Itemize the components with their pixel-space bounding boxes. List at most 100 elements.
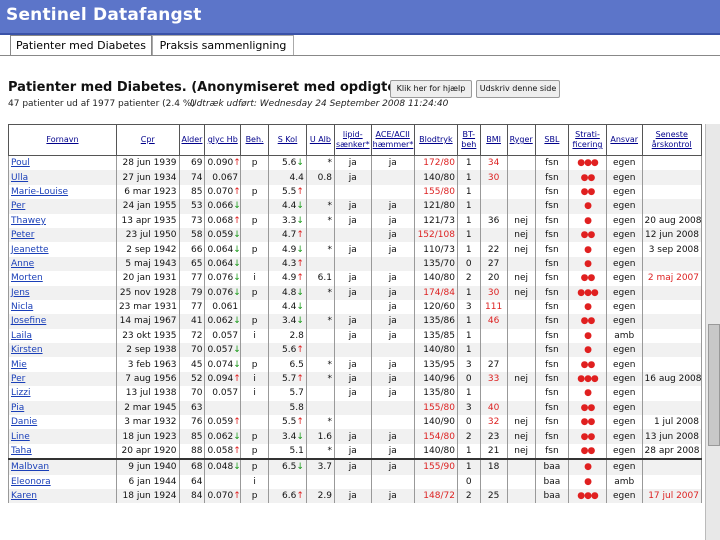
blood-pressure-cell: 155/90 (413, 458, 458, 475)
cpr-cell-text: 13 apr 1935 (121, 215, 177, 226)
column-header[interactable]: U Alb (305, 124, 335, 156)
patient-name-link[interactable]: Josefine (8, 314, 117, 329)
patient-name-link[interactable]: Per (8, 199, 117, 214)
table-row: Jens 25 nov 1928 79 0.076↓ p 4.8↓ * ja ja 174/84 1… (8, 285, 702, 300)
vertical-scrollbar[interactable] (705, 124, 720, 540)
cpr-cell: 23 mar 1931 (115, 299, 180, 315)
column-header[interactable]: Ansvar (605, 124, 643, 156)
responsibility-cell-text: egen (612, 230, 636, 241)
blood-pressure-cell: 110/73 (413, 242, 458, 257)
bt-beh-cell: 0 (456, 256, 481, 272)
help-button[interactable]: Klik her for hjælp (390, 80, 472, 98)
glyc-hb-cell-text: 0.064 (207, 258, 234, 269)
patient-name-link[interactable]: Pia (8, 400, 117, 416)
sbl-cell-text: baa (543, 462, 561, 473)
patient-name-link[interactable]: Mie (8, 357, 117, 372)
s-kol-cell-text: 4.4 (289, 172, 304, 183)
patient-name-link-text: Thawey (11, 215, 46, 226)
patient-name-link[interactable]: Lizzi (8, 386, 117, 401)
blood-pressure-cell: 155/80 (413, 400, 458, 416)
column-header[interactable]: SBL (534, 124, 570, 156)
s-kol-cell-text: 5.6 (282, 345, 297, 356)
cpr-cell: 2 sep 1938 (115, 343, 180, 358)
cpr-cell: 9 jun 1940 (115, 458, 180, 475)
table-row: Anne 5 maj 1943 65 0.064↓ 4.3↑ 135/70 0 27 fsn ● e… (8, 256, 702, 272)
tab-patients-diabetes[interactable]: Patienter med Diabetes (10, 35, 152, 55)
column-header[interactable]: Cpr (115, 124, 180, 156)
smoker-cell: nej (506, 285, 536, 300)
treatment-cell (240, 299, 270, 315)
responsibility-cell: egen (605, 256, 643, 272)
column-header[interactable]: Seneste årskontrol (641, 124, 702, 156)
patient-name-link[interactable]: Jens (8, 285, 117, 300)
column-header[interactable]: glyc Hb (204, 124, 242, 156)
patient-name-link[interactable]: Eleonora (8, 474, 117, 489)
patient-name-link[interactable]: Line (8, 429, 117, 444)
sbl-cell: fsn (534, 400, 570, 416)
column-header[interactable]: BT-beh (456, 124, 481, 156)
column-header[interactable]: Beh. (240, 124, 270, 156)
arrow-down-icon: ↓ (296, 302, 304, 313)
patient-name-link[interactable]: Karen (8, 488, 117, 504)
patient-name-link[interactable]: Danie (8, 415, 117, 430)
blood-pressure-cell-text: 135/85 (423, 330, 455, 341)
stratification-cell: ●● (568, 415, 607, 430)
sbl-cell-text: fsn (545, 345, 559, 356)
responsibility-cell-text: egen (612, 215, 636, 226)
patient-name-link[interactable]: Jeanette (8, 242, 117, 257)
bt-beh-cell-text: 1 (465, 172, 472, 183)
glyc-hb-cell: 0.090↑ (204, 155, 242, 171)
u-alb-cell-text: * (327, 446, 332, 456)
patient-name-link[interactable]: Morten (8, 271, 117, 286)
patient-name-link[interactable]: Taha (8, 443, 117, 460)
patient-name-link[interactable]: Per (8, 371, 117, 387)
column-header[interactable]: Fornavn (8, 124, 117, 156)
patient-name-link[interactable]: Poul (8, 155, 117, 171)
column-header[interactable]: Alder (178, 124, 206, 156)
patient-name-link[interactable]: Kirsten (8, 343, 117, 358)
bmi-cell (479, 343, 508, 358)
patient-name-link[interactable]: Malbvan (8, 458, 117, 475)
column-header[interactable]: Blodtryk (413, 124, 458, 156)
column-header[interactable]: lipid-sænker* (333, 124, 372, 156)
column-header[interactable]: BMI (479, 124, 508, 156)
lipid-cell: ja (333, 371, 372, 387)
glyc-hb-cell-text: 0.076 (207, 273, 234, 284)
age-cell: 73 (178, 213, 206, 228)
ace-cell-text: ja (388, 230, 397, 241)
stratification-cell-text: ●● (580, 431, 596, 442)
treatment-cell (240, 199, 270, 214)
ace-cell-text: ja (388, 388, 397, 399)
patient-name-link[interactable]: Laila (8, 328, 117, 344)
u-alb-cell: * (305, 443, 335, 460)
patient-name-link[interactable]: Marie-Louise (8, 184, 117, 200)
patient-name-link[interactable]: Anne (8, 256, 117, 272)
cpr-cell-text: 3 mar 1932 (124, 417, 177, 428)
blood-pressure-cell-text: 135/95 (423, 359, 455, 370)
patient-name-link-text: Taha (11, 446, 32, 456)
patient-name-link[interactable]: Thawey (8, 213, 117, 228)
scrollbar-thumb[interactable] (708, 324, 720, 446)
column-header[interactable]: Strati-ficering (568, 124, 607, 156)
lipid-cell: ja (333, 357, 372, 372)
print-button[interactable]: Udskriv denne side (476, 80, 560, 98)
column-header[interactable]: Ryger (506, 124, 536, 156)
bt-beh-cell-text: 1 (465, 330, 472, 341)
patient-name-link[interactable]: Nicla (8, 299, 117, 315)
s-kol-cell-text: 6.5 (282, 462, 297, 473)
patient-name-link[interactable]: Peter (8, 227, 117, 243)
age-cell: 68 (178, 458, 206, 475)
tab-practice-comparison[interactable]: Praksis sammenligning (152, 35, 294, 55)
arrow-up-icon: ↑ (233, 186, 241, 197)
bmi-cell-text: 40 (487, 402, 500, 413)
bt-beh-cell-text: 1 (465, 186, 472, 197)
blood-pressure-cell: 140/80 (413, 443, 458, 460)
column-header[interactable]: ACE/ACII hæmmer* (370, 124, 415, 156)
patient-name-link[interactable]: Ulla (8, 170, 117, 185)
treatment-cell-text: i (253, 476, 256, 487)
glyc-hb-cell-text: 0.076 (207, 287, 234, 298)
u-alb-cell (305, 400, 335, 416)
bt-beh-cell: 1 (456, 242, 481, 257)
last-annual-check-cell (641, 328, 702, 344)
column-header[interactable]: S Kol (268, 124, 307, 156)
